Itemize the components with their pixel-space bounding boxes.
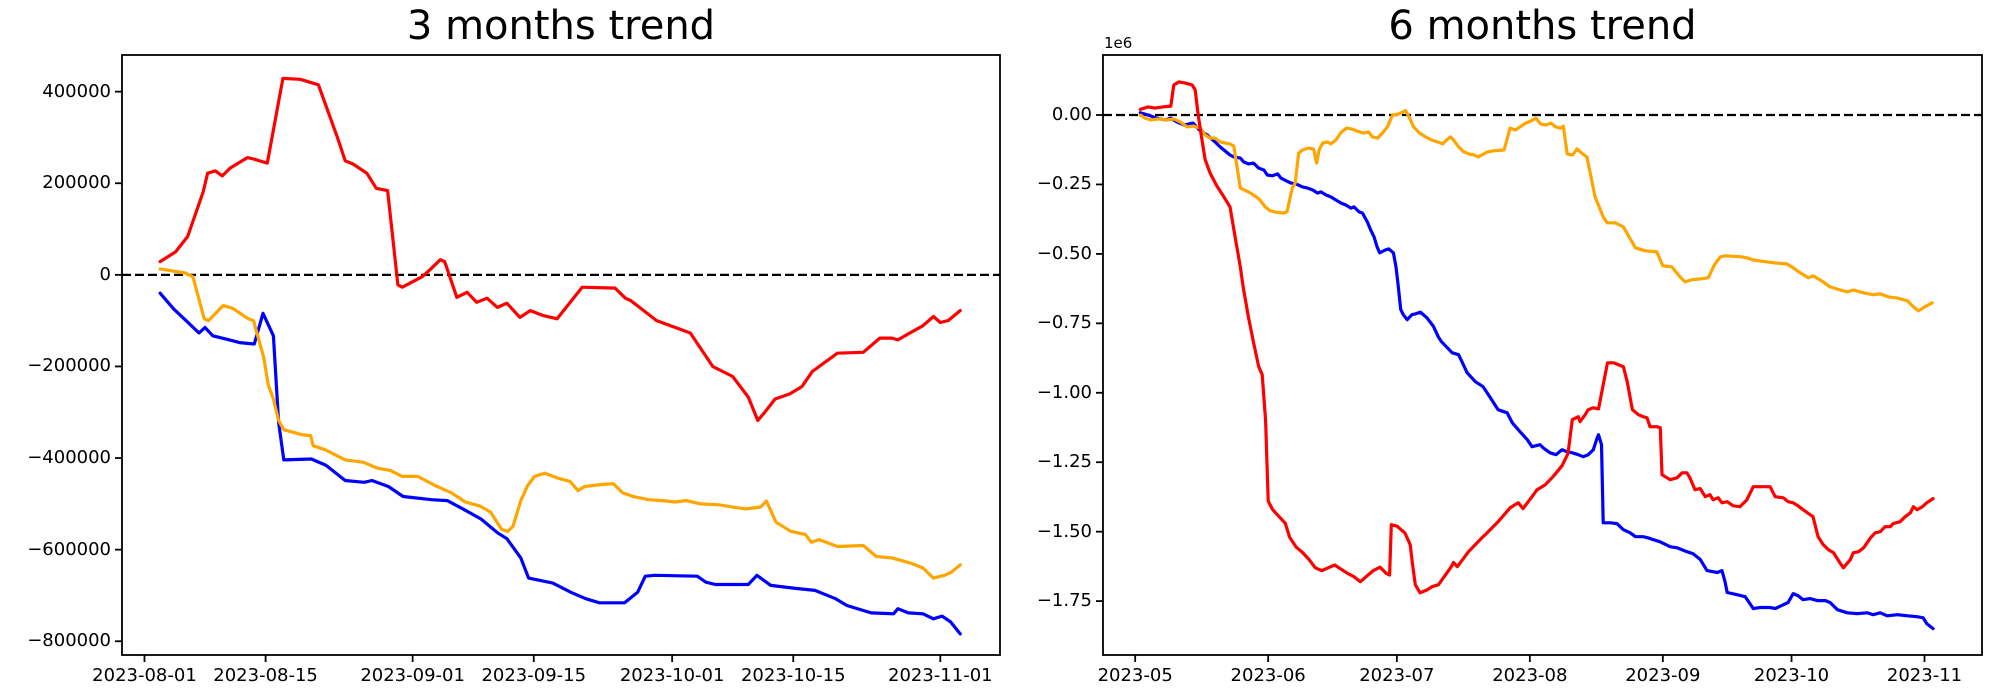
- chart2-red-series-line: [1138, 80, 1935, 595]
- chart1-title: 3 months trend: [406, 3, 716, 49]
- chart2-x-tick-label: 2023-10: [1753, 665, 1830, 686]
- chart2-x-tick-label: 2023-08: [1492, 665, 1568, 686]
- chart1-x-tick-label: 2023-08-15: [213, 665, 318, 686]
- chart2-y-tick-label: −1.50: [1036, 520, 1092, 542]
- chart1-x-tick-label: 2023-10-15: [740, 665, 846, 686]
- chart1-plot-border: [121, 54, 1001, 656]
- chart1-y-tick-label: −600000: [27, 538, 111, 560]
- chart2-y-tick-label: −1.75: [1036, 590, 1092, 612]
- chart1-x-tick-label: 2023-09-15: [481, 665, 587, 686]
- chart2-y-tick-label: 0.00: [1051, 104, 1092, 125]
- chart1-x-tick-label: 2023-10-01: [619, 665, 725, 686]
- chart2-orange-series-line: [1138, 108, 1934, 313]
- chart2-blue-series-line: [1138, 111, 1935, 631]
- chart2-y-tick-label: −0.50: [1036, 242, 1092, 264]
- chart2-x-tick-label: 2023-09: [1625, 665, 1701, 686]
- chart1-y-tick-label: 0: [99, 263, 111, 285]
- chart1-y-tick-label: 400000: [42, 80, 111, 102]
- chart1-blue-series-line: [158, 291, 962, 636]
- chart2-y-tick-label: −1.00: [1036, 381, 1092, 403]
- chart2-y-tick-label: −0.25: [1036, 173, 1092, 195]
- chart1-y-tick-label: 200000: [42, 172, 111, 194]
- chart2-x-tick-label: 2023-05: [1097, 665, 1173, 686]
- chart2-y-tick-label: −0.75: [1036, 312, 1092, 334]
- chart2-x-tick-label: 2023-07: [1359, 665, 1435, 686]
- chart1-x-tick-label: 2023-09-01: [360, 665, 465, 686]
- chart1-x-tick-label: 2023-11-01: [888, 665, 993, 686]
- chart1-x-tick-label: 2023-08-01: [92, 665, 197, 686]
- chart2-plot-border: [1102, 54, 1983, 656]
- chart1-y-tick-label: −200000: [27, 355, 111, 377]
- chart2-title: 6 months trend: [1388, 3, 1697, 49]
- chart1-y-tick-label: −800000: [27, 630, 111, 652]
- chart2-x-tick-label: 2023-06: [1230, 665, 1306, 686]
- chart1-orange-series-line: [158, 267, 962, 580]
- chart2-y-tick-label: −1.25: [1036, 451, 1092, 473]
- chart2-y-axis-offset-label: 1e6: [1104, 34, 1133, 52]
- chart2-x-tick-label: 2023-11: [1886, 665, 1963, 686]
- chart1-y-tick-label: −400000: [27, 447, 111, 469]
- chart1-red-series-line: [158, 76, 962, 423]
